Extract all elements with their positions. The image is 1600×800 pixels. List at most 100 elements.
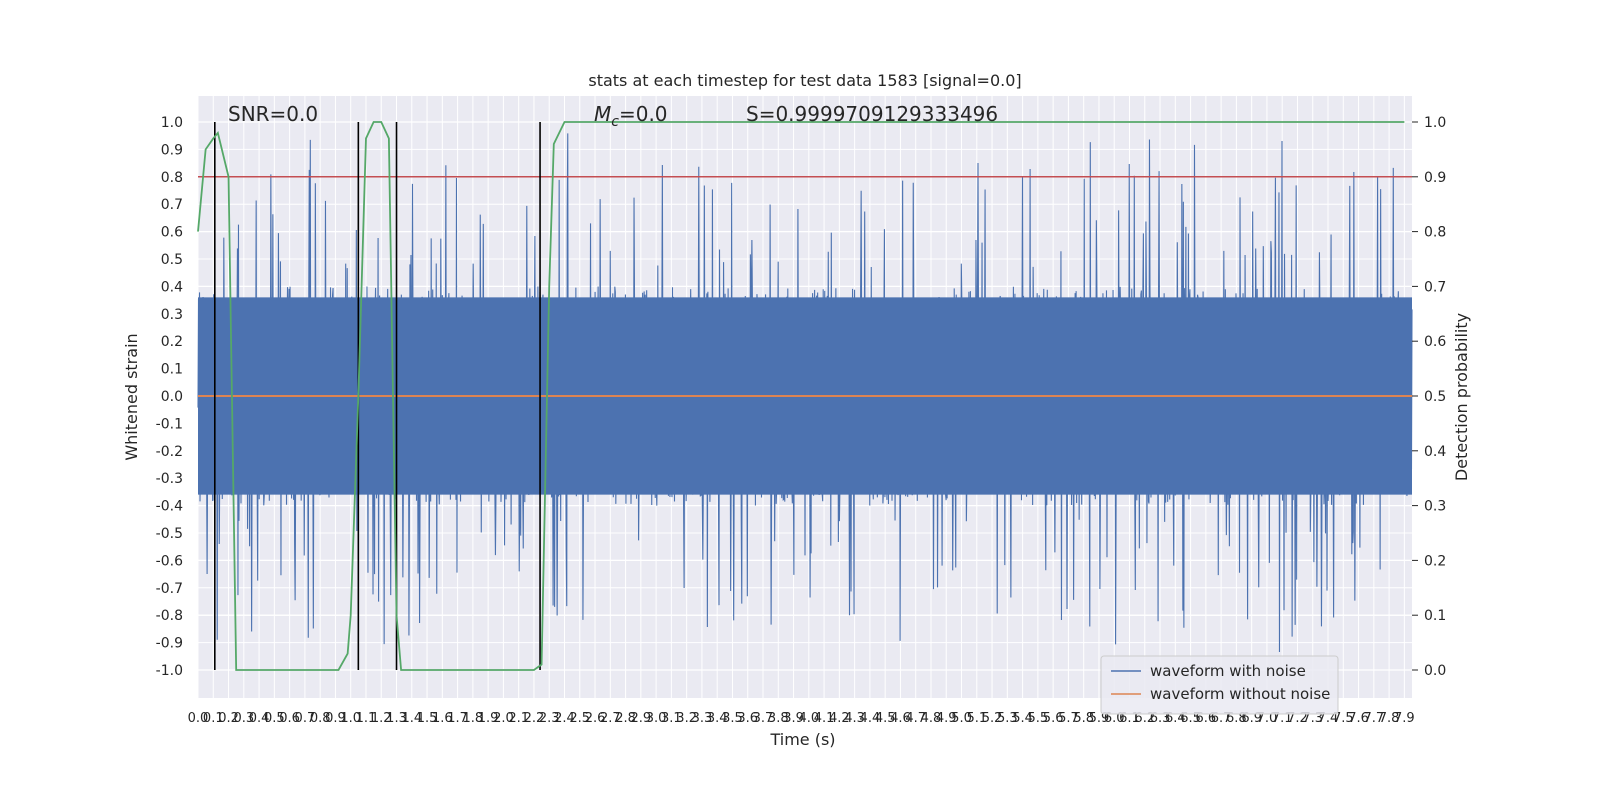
x-tick-label: 5.5 [1028,711,1049,726]
x-tick-label: 6.7 [1211,711,1232,726]
y2-tick-label: 1.0 [1424,115,1446,131]
x-tick-label: 0.4 [249,711,270,726]
y2-tick-label: 0.5 [1424,389,1446,405]
detection-probability-line [197,121,1405,671]
y-axis-label: Whitened strain [122,333,141,460]
x-tick-label: 1.3 [386,711,407,726]
x-tick-label: 4.1 [814,711,835,726]
x-tick-label: 6.5 [1180,711,1201,726]
x-tick-label: 0.8 [310,711,331,726]
x-tick-label: 4.5 [875,711,896,726]
x-tick-label: 2.7 [600,711,621,726]
x-tick-label: 2.1 [508,711,529,726]
chart-title: stats at each timestep for test data 158… [588,71,1021,90]
x-tick-labels: 0.00.10.20.30.40.50.60.70.80.91.01.11.21… [188,711,1415,726]
x-tick-label: 6.3 [1150,711,1171,726]
y-tick-label: 0.0 [161,389,183,405]
x-tick-label: 5.6 [1043,711,1064,726]
x-tick-label: 2.9 [630,711,651,726]
y-tick-label: 0.3 [161,307,183,323]
y-tick-label: -0.9 [156,636,183,652]
legend: waveform with noise waveform without noi… [1100,655,1339,715]
mc-annotation: Mc=0.0 [594,102,668,130]
x-tick-label: 3.1 [661,711,682,726]
y-tick-label: 0.2 [161,334,183,350]
y-tick-label: 1.0 [161,115,183,131]
x-tick-label: 4.4 [860,711,881,726]
x-axis-label: Time (s) [769,730,835,749]
x-tick-label: 3.9 [783,711,804,726]
s-annotation: S=0.9999709129333496 [746,102,998,126]
x-tick-label: 2.5 [569,711,590,726]
x-tick-label: 1.9 [478,711,499,726]
snr-annotation: SNR=0.0 [228,102,318,126]
x-tick-label: 3.2 [676,711,697,726]
y-tick-label: -0.7 [156,581,183,597]
x-tick-label: 5.1 [966,711,987,726]
x-tick-label: 6.6 [1196,711,1217,726]
x-tick-label: 4.6 [890,711,911,726]
y-tick-label: 0.5 [161,252,183,268]
y-tick-label: -0.5 [156,526,183,542]
y-tick-label: -0.4 [156,499,183,515]
mc-symbol: M [594,102,611,126]
x-tick-label: 3.3 [692,711,713,726]
y-tick-label: -0.3 [156,471,183,487]
y-tick-label: -0.2 [156,444,183,460]
x-tick-label: 7.7 [1363,711,1384,726]
y2-tick-labels: 1.0 0.9 0.8 0.7 0.6 0.5 0.4 0.3 0.2 0.1 0.0 [1412,115,1446,679]
mc-value: =0.0 [619,102,668,126]
x-tick-label: 6.0 [1104,711,1125,726]
x-tick-label: 0.0 [188,711,209,726]
x-tick-label: 4.0 [798,711,819,726]
x-tick-label: 0.3 [233,711,254,726]
y2-tick-label: 0.2 [1424,553,1446,569]
y-tick-label: -0.8 [156,608,183,624]
y-tick-label: 0.8 [161,170,183,186]
y-tick-label: -1.0 [156,663,183,679]
y2-axis-label: Detection probability [1452,313,1471,481]
x-tick-label: 7.3 [1302,711,1323,726]
y2-tick-label: 0.8 [1424,225,1446,241]
x-tick-label: 1.0 [340,711,361,726]
x-tick-label: 3.8 [768,711,789,726]
y2-tick-label: 0.4 [1424,444,1446,460]
x-tick-label: 1.4 [401,711,422,726]
x-tick-label: 4.9 [936,711,957,726]
x-tick-label: 5.8 [1073,711,1094,726]
legend-label-clean: waveform without noise [1150,685,1330,703]
y-tick-label: -0.1 [156,416,183,432]
y-tick-label: 0.7 [161,197,183,213]
x-tick-label: 6.8 [1226,711,1247,726]
x-tick-label: 1.8 [463,711,484,726]
x-tick-label: 7.0 [1257,711,1278,726]
x-tick-label: 0.6 [279,711,300,726]
x-tick-label: 2.4 [554,711,575,726]
mc-subscript: c [611,114,619,130]
x-tick-label: 0.9 [325,711,346,726]
overlays [197,121,1412,671]
x-tick-label: 1.5 [417,711,438,726]
y-tick-labels: 1.0 0.9 0.8 0.7 0.6 0.5 0.4 0.3 0.2 0.1 0.0 -0.1 -0.… [156,115,183,679]
x-tick-label: 5.4 [1012,711,1033,726]
x-tick-label: 7.9 [1394,711,1415,726]
x-tick-label: 5.7 [1058,711,1079,726]
legend-box [1100,655,1339,715]
x-tick-label: 4.2 [829,711,850,726]
x-tick-label: 3.5 [722,711,743,726]
x-tick-label: 2.0 [493,711,514,726]
x-tick-label: 2.6 [585,711,606,726]
x-tick-label: 6.4 [1165,711,1186,726]
y2-tick-label: 0.0 [1424,663,1446,679]
x-tick-label: 7.4 [1318,711,1339,726]
y2-tick-label: 0.7 [1424,279,1446,295]
y-tick-label: 0.9 [161,142,183,158]
x-tick-label: 2.2 [524,711,545,726]
y2-tick-label: 0.9 [1424,170,1446,186]
x-tick-label: 5.9 [1089,711,1110,726]
x-tick-label: 2.3 [539,711,560,726]
x-tick-label: 5.3 [997,711,1018,726]
x-tick-label: 7.5 [1333,711,1354,726]
x-tick-label: 6.9 [1241,711,1262,726]
